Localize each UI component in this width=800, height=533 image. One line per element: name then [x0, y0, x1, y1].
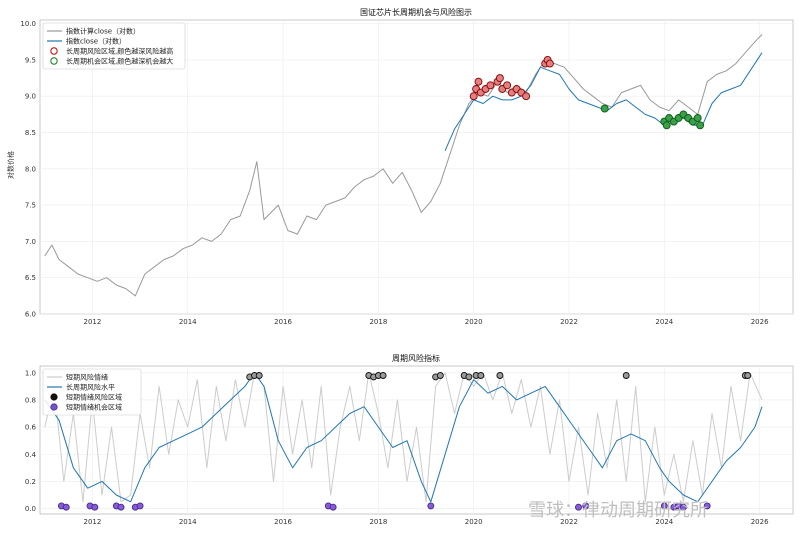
opportunity-zone-point	[693, 114, 702, 122]
bottom-series	[44, 372, 763, 503]
short-risk-zone-point	[436, 372, 444, 379]
bottom-xtick-label: 2026	[751, 518, 769, 526]
short-opportunity-zone-point	[582, 502, 590, 510]
top-xtick-label: 2014	[179, 318, 197, 326]
bottom-ytick-label: 0.2	[25, 478, 36, 486]
top-grid	[40, 20, 793, 315]
watermark: 雪球：律动周期研究所	[528, 500, 708, 521]
top-ytick-label: 6.0	[25, 311, 36, 319]
legend-label-short-risk-zone: 短期情绪风险区域	[66, 393, 122, 402]
top-ytick-label: 8.5	[25, 129, 36, 137]
top-chart-title: 国证芯片长周期机会与风险图示	[360, 7, 472, 17]
top-ylabel: 对数价格	[6, 151, 15, 179]
short-opportunity-zone-point	[660, 502, 668, 510]
short-opportunity-zone-point	[136, 502, 144, 510]
short-opportunity-zone-point	[703, 502, 711, 510]
legend-marker-opportunity	[50, 57, 58, 65]
opportunity-zone-point	[696, 121, 705, 130]
top-xtick-label: 2018	[369, 318, 387, 326]
risk-zone-point	[522, 92, 531, 101]
short-risk-zone-point	[496, 372, 504, 379]
short-opportunity-zone-point	[679, 503, 687, 511]
legend-label-close: 指数close（对数）	[66, 37, 126, 46]
short-opportunity-zone-point	[575, 503, 582, 511]
top-xtick-label: 2026	[751, 318, 769, 326]
bottom-ytick-label: 0.4	[25, 451, 37, 459]
top-xtick-label: 2016	[274, 318, 292, 326]
bottom-xtick-label: 2014	[179, 518, 197, 526]
bottom-ytick-label: 0.6	[25, 424, 37, 432]
bottom-xtick-label: 2022	[560, 518, 578, 526]
top-xtick-label: 2022	[560, 318, 578, 326]
bottom-chart-title: 周期风险指标	[392, 353, 440, 363]
legend-label-risk: 长周期风险区域,颜色越深风险越高	[66, 47, 173, 56]
legend-label-opportunity: 长周期机会区域,颜色越深机会越大	[66, 57, 173, 66]
top-xtick-label: 2020	[465, 318, 483, 326]
short-risk-zone-point	[744, 372, 752, 379]
short-risk-zone-point	[379, 372, 387, 379]
top-points	[469, 55, 705, 130]
bottom-xtick-label: 2012	[84, 518, 102, 526]
short-opportunity-zone-point	[62, 503, 70, 511]
short-risk-zone-point	[622, 372, 630, 379]
short-opportunity-zone-point	[117, 503, 125, 511]
legend-marker-short-risk-zone	[50, 393, 58, 401]
top-ytick-label: 7.0	[25, 238, 36, 246]
legend-label-calc-close: 指数计算close（对数）	[66, 27, 140, 36]
top-ytick-label: 7.5	[25, 202, 36, 210]
risk-zone-point	[469, 92, 478, 101]
bottom-xtick-label: 2020	[465, 518, 483, 526]
top-ytick-label: 8.0	[25, 165, 36, 173]
risk-zone-point	[474, 77, 483, 86]
risk-zone-point	[503, 81, 512, 90]
bottom-legend: 短期风险情绪 长周期风险水平 短期情绪风险区域 短期情绪机会区域	[42, 368, 142, 416]
opportunity-zone-point	[662, 121, 671, 130]
legend-label-long-risk: 长周期风险水平	[66, 383, 115, 392]
bottom-points	[57, 372, 752, 511]
bottom-xtick-label: 2016	[274, 518, 292, 526]
short-risk-zone-point	[465, 373, 473, 381]
top-ticks: 2012 2014 2016 2018 2020 2022 2024 2026 6.0 6.5 7.…	[20, 20, 769, 326]
bottom-ytick-label: 0.0	[25, 505, 36, 513]
top-ytick-label: 6.5	[25, 274, 36, 282]
top-ytick-label: 10.0	[20, 20, 36, 28]
short-opportunity-zone-point	[329, 503, 337, 511]
series-short-risk-sentiment	[44, 372, 763, 503]
risk-zone-point	[545, 59, 554, 68]
bottom-xtick-label: 2024	[655, 518, 673, 526]
top-xtick-label: 2024	[655, 318, 673, 326]
bottom-xtick-label: 2018	[369, 518, 387, 526]
legend-marker-short-opportunity-zone	[50, 403, 58, 411]
bottom-plot-area	[39, 365, 794, 515]
bottom-ytick-label: 1.0	[25, 369, 36, 377]
series-top-0	[44, 34, 763, 297]
short-opportunity-zone-point	[427, 502, 435, 510]
series-bottom-0	[44, 372, 763, 503]
short-risk-zone-point	[477, 372, 485, 379]
top-xtick-label: 2012	[84, 318, 102, 326]
short-risk-zone-point	[255, 372, 263, 379]
risk-zone-point	[495, 74, 504, 83]
bottom-ticks: 2012 2014 2016 2018 2020 2022 2024 2026 0.0 0.2 0.…	[25, 369, 769, 526]
short-opportunity-zone-point	[91, 503, 99, 511]
legend-label-short-risk: 短期风险情绪	[66, 373, 108, 382]
legend-marker-risk	[50, 47, 58, 55]
top-ytick-label: 9.5	[25, 56, 36, 64]
bottom-ytick-label: 0.8	[25, 396, 36, 404]
opportunity-zone-point	[600, 104, 609, 113]
legend-label-short-opportunity-zone: 短期情绪机会区域	[66, 403, 122, 412]
risk-zone-point	[486, 81, 495, 90]
top-ytick-label: 9.0	[25, 93, 36, 101]
top-legend: 指数计算close（对数） 指数close（对数） 长周期风险区域,颜色越深风险…	[42, 22, 186, 70]
